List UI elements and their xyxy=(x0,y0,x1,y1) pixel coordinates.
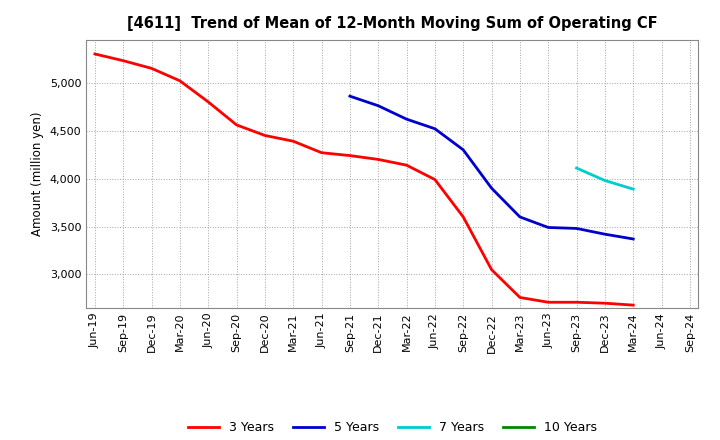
Legend: 3 Years, 5 Years, 7 Years, 10 Years: 3 Years, 5 Years, 7 Years, 10 Years xyxy=(183,416,602,439)
Y-axis label: Amount (million yen): Amount (million yen) xyxy=(32,112,45,236)
Title: [4611]  Trend of Mean of 12-Month Moving Sum of Operating CF: [4611] Trend of Mean of 12-Month Moving … xyxy=(127,16,657,32)
